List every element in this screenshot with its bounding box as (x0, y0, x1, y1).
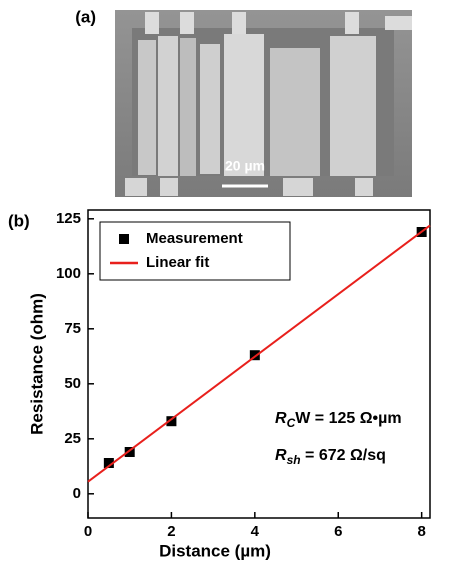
data-point (166, 416, 177, 427)
plot-frame (87, 209, 431, 519)
annotation-part: W = 125 Ω•µm (295, 410, 401, 427)
panel-label: (b) (8, 211, 30, 230)
y-axis-title: Resistance (ohm) (27, 293, 46, 435)
legend-label: Linear fit (146, 254, 209, 271)
annotation: Rsh = 672 Ω/sq (275, 447, 386, 467)
y-tick-label: 0 (73, 485, 81, 502)
data-point (124, 447, 135, 457)
y-tick-label: 75 (64, 320, 81, 337)
y-tick-label: 50 (64, 375, 81, 392)
y-tick-label: 100 (56, 265, 81, 282)
data-point (103, 458, 114, 468)
annotation: RCW = 125 Ω•µm (275, 410, 402, 430)
legend-swatch (119, 234, 129, 244)
panel-label: (a) (75, 7, 96, 26)
x-axis-title: Distance (µm) (159, 541, 271, 560)
y-tick-label: 125 (56, 210, 81, 227)
scale-bar-label: 20 µm (225, 158, 265, 174)
annotation-part: C (287, 416, 296, 430)
x-tick-label: 0 (84, 523, 92, 540)
x-tick-label: 2 (167, 523, 175, 540)
data-point (249, 350, 260, 361)
x-tick-label: 4 (251, 523, 260, 540)
annotation-part: R (275, 447, 287, 464)
legend-box (99, 221, 291, 281)
fit-line (87, 224, 431, 483)
x-tick-label: 6 (334, 523, 342, 540)
annotation-part: = 672 Ω/sq (301, 447, 386, 464)
annotation-part: sh (287, 453, 301, 467)
y-tick-label: 25 (64, 430, 81, 447)
sem-image (115, 10, 412, 197)
annotation-part: R (275, 410, 287, 427)
legend-label: Measurement (146, 230, 243, 247)
x-tick-label: 8 (417, 523, 425, 540)
